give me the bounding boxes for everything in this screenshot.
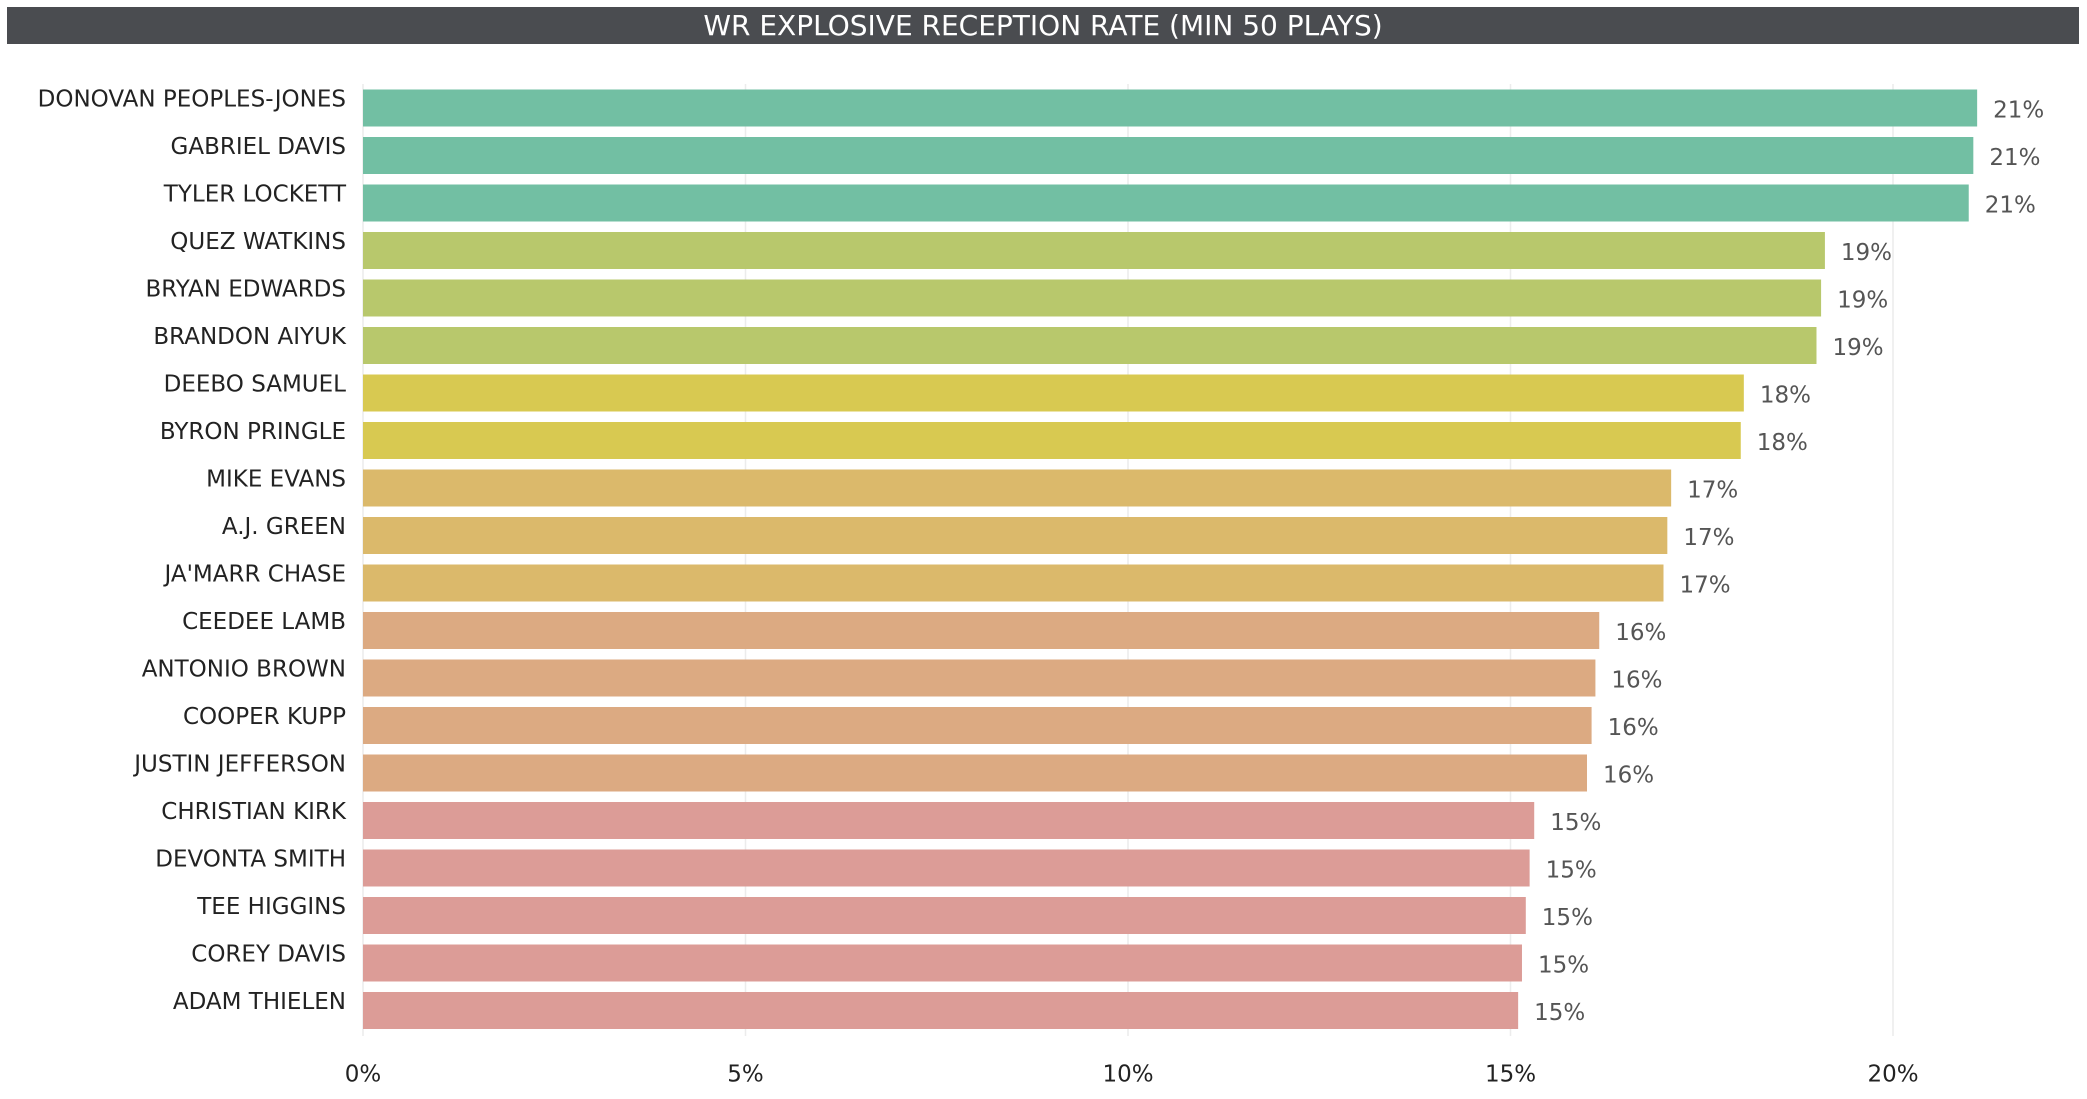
category-label: TEE HIGGINS [196, 894, 346, 920]
chart-title: WR EXPLOSIVE RECEPTION RATE (MIN 50 PLAY… [703, 9, 1382, 42]
bar [363, 612, 1600, 649]
bar [363, 137, 1974, 174]
value-label: 19% [1833, 335, 1884, 361]
value-label: 21% [1989, 145, 2040, 171]
category-label: ANTONIO BROWN [142, 657, 346, 683]
value-label: 19% [1841, 240, 1892, 266]
category-label: GABRIEL DAVIS [171, 134, 346, 160]
bar [363, 944, 1522, 982]
value-label: 18% [1760, 383, 1811, 409]
value-label: 18% [1757, 430, 1808, 456]
bar [363, 564, 1664, 602]
category-label: DEEBO SAMUEL [164, 372, 347, 398]
bar [363, 232, 1825, 269]
bar [363, 89, 1978, 127]
category-label: TYLER LOCKETT [163, 182, 347, 208]
x-tick-label: 20% [1867, 1062, 1918, 1088]
x-tick-label: 0% [345, 1062, 382, 1088]
category-label: JA'MARR CHASE [162, 562, 346, 588]
bar [363, 469, 1672, 507]
category-label: ADAM THIELEN [173, 989, 346, 1015]
category-label: BRYAN EDWARDS [145, 277, 346, 303]
x-tick-label: 15% [1485, 1062, 1536, 1088]
value-label: 19% [1837, 288, 1888, 314]
bar [363, 184, 1969, 222]
bar [363, 659, 1596, 697]
category-label: COOPER KUPP [183, 704, 346, 730]
bar [363, 327, 1817, 364]
bar [363, 802, 1535, 839]
value-label: 16% [1603, 763, 1654, 789]
category-label: MIKE EVANS [206, 467, 346, 493]
x-tick-label: 5% [727, 1062, 764, 1088]
value-label: 16% [1615, 620, 1666, 646]
bar [363, 707, 1592, 744]
value-label: 17% [1680, 573, 1731, 599]
category-label: DONOVAN PEOPLES-JONES [38, 87, 346, 113]
bar [363, 279, 1822, 317]
category-label: A.J. GREEN [222, 514, 346, 540]
category-label: CEEDEE LAMB [182, 609, 346, 635]
value-label: 15% [1542, 905, 1593, 931]
bar [363, 374, 1744, 412]
bar [363, 992, 1519, 1029]
value-label: 21% [1985, 193, 2036, 219]
value-label: 16% [1608, 715, 1659, 741]
bar [363, 897, 1526, 934]
bar [363, 754, 1587, 792]
value-label: 15% [1534, 1000, 1585, 1026]
value-label: 17% [1683, 525, 1734, 551]
category-label: JUSTIN JEFFERSON [132, 752, 346, 778]
x-tick-label: 10% [1102, 1062, 1153, 1088]
value-label: 16% [1611, 668, 1662, 694]
value-label: 21% [1993, 98, 2044, 124]
value-label: 17% [1687, 478, 1738, 504]
category-label: BYRON PRINGLE [160, 419, 346, 445]
value-label: 15% [1538, 953, 1589, 979]
value-label: 15% [1550, 810, 1601, 836]
bar [363, 422, 1741, 459]
title-bar [7, 7, 2079, 44]
bar [363, 849, 1530, 887]
category-label: DEVONTA SMITH [155, 847, 346, 873]
bar [363, 517, 1668, 554]
category-label: BRANDON AIYUK [153, 324, 346, 350]
category-label: CHRISTIAN KIRK [161, 799, 347, 825]
category-label: QUEZ WATKINS [170, 229, 346, 255]
category-label: COREY DAVIS [191, 942, 346, 968]
value-label: 15% [1546, 858, 1597, 884]
